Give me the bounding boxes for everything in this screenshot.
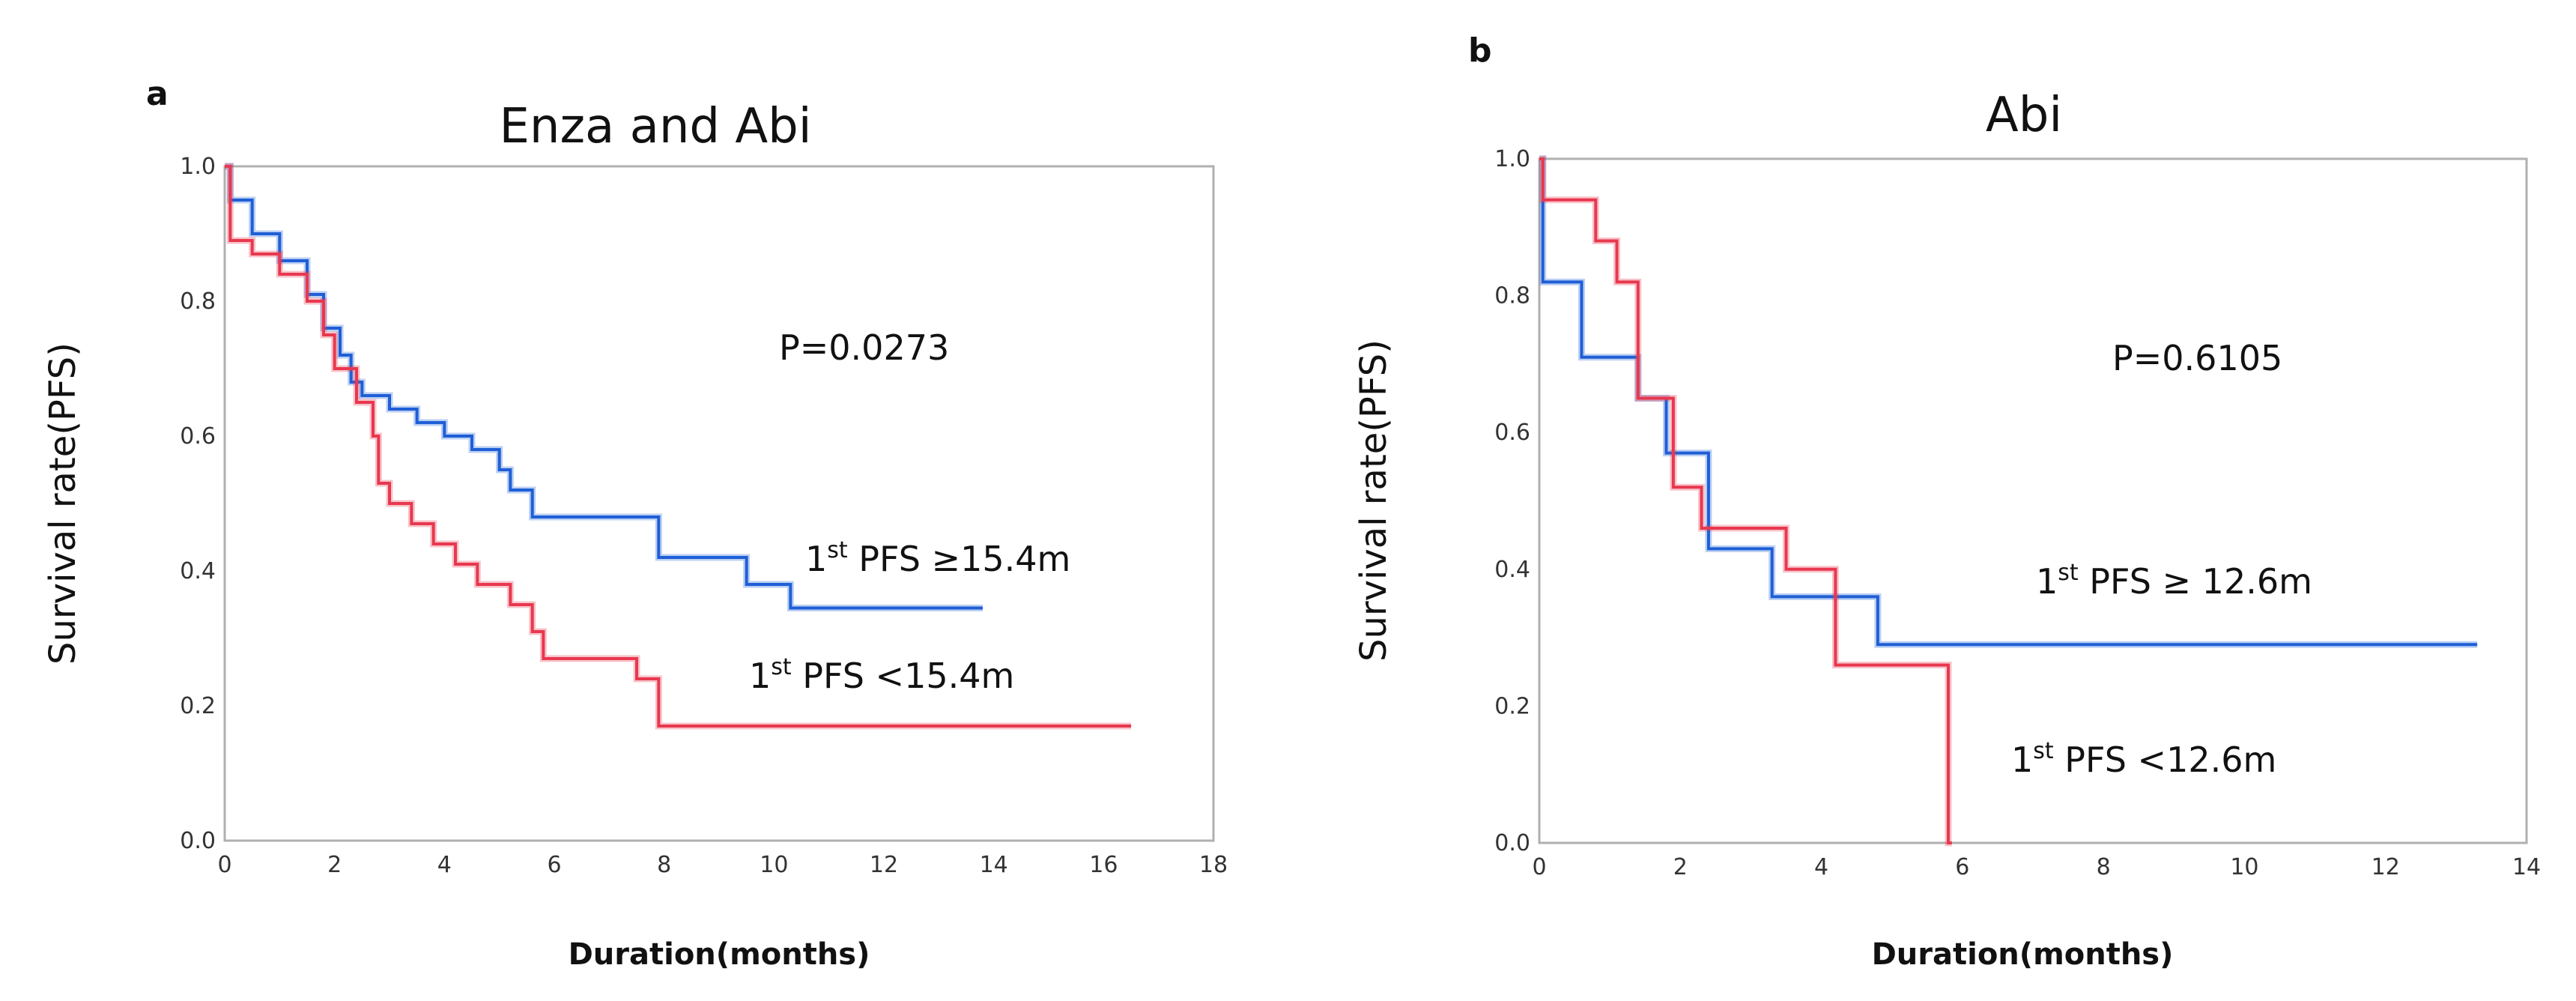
x-tick-label: 8 bbox=[657, 852, 671, 878]
survival-curve-halo-1 bbox=[225, 163, 1131, 730]
legend-num: 1 bbox=[2011, 740, 2033, 780]
panel-b-legend-low: 1st PFS <12.6m bbox=[2011, 738, 2276, 780]
panel-b-p-value: P=0.6105 bbox=[2112, 338, 2282, 378]
x-tick-label: 2 bbox=[1673, 854, 1688, 880]
legend-text: PFS <15.4m bbox=[792, 656, 1015, 696]
panel-b-ticks: 0 2 4 6 8 10 12 14 0.0 0.2 0.4 0.6 0.8 1.0 bbox=[1494, 146, 2541, 880]
x-tick-label: 10 bbox=[760, 852, 788, 878]
y-tick-label: 0.8 bbox=[1494, 283, 1530, 309]
y-tick-label: 0.2 bbox=[1494, 693, 1530, 719]
x-tick-label: 18 bbox=[1199, 852, 1228, 878]
legend-text: PFS <12.6m bbox=[2054, 740, 2277, 780]
panel-a-legend-low: 1st PFS <15.4m bbox=[749, 654, 1014, 696]
y-tick-label: 0.0 bbox=[1494, 830, 1530, 856]
x-tick-label: 8 bbox=[2097, 854, 2111, 880]
y-tick-label: 0.0 bbox=[180, 828, 216, 854]
x-tick-label: 12 bbox=[2372, 854, 2400, 880]
legend-sup: st bbox=[2033, 738, 2054, 764]
panel-a-plot-frame bbox=[223, 165, 1215, 842]
survival-curve-halo-0 bbox=[1539, 155, 2478, 648]
x-tick-label: 0 bbox=[217, 852, 231, 878]
x-tick-label: 0 bbox=[1532, 854, 1546, 880]
legend-num: 1 bbox=[805, 539, 827, 579]
x-tick-label: 16 bbox=[1089, 852, 1118, 878]
y-tick-label: 0.8 bbox=[180, 288, 216, 315]
panel-a-xlabel: Duration(months) bbox=[569, 937, 870, 972]
survival-curve-1 bbox=[1539, 157, 1952, 844]
panel-b: b Abi Survival rate(PFS) Duration(months… bbox=[1353, 31, 2541, 972]
y-tick-label: 0.6 bbox=[1494, 420, 1530, 446]
y-tick-label: 1.0 bbox=[1494, 146, 1530, 172]
legend-sup: st bbox=[2058, 560, 2079, 586]
panel-a-title: Enza and Abi bbox=[499, 99, 811, 154]
panel-b-label: b bbox=[1468, 31, 1492, 70]
x-tick-label: 4 bbox=[1814, 854, 1828, 880]
legend-sup: st bbox=[771, 654, 792, 680]
panel-b-ylabel: Survival rate(PFS) bbox=[1353, 339, 1395, 662]
survival-curve-0 bbox=[1539, 157, 2478, 647]
y-tick-label: 0.6 bbox=[180, 423, 216, 450]
legend-num: 1 bbox=[2036, 561, 2058, 602]
survival-curve-halo-1 bbox=[1539, 155, 1952, 847]
x-tick-label: 12 bbox=[870, 852, 898, 878]
x-tick-label: 10 bbox=[2230, 854, 2258, 880]
y-tick-label: 1.0 bbox=[180, 154, 216, 180]
legend-text: PFS ≥ 12.6m bbox=[2079, 561, 2312, 602]
x-tick-label: 14 bbox=[980, 852, 1008, 878]
x-tick-label: 4 bbox=[437, 852, 452, 878]
legend-text: PFS ≥15.4m bbox=[848, 539, 1071, 579]
y-tick-label: 0.4 bbox=[180, 558, 216, 584]
panel-a-label: a bbox=[146, 75, 169, 113]
panel-a-ticks: 0 2 4 6 8 10 12 14 16 18 0.0 0.2 0.4 0.6 0.8 1.0 bbox=[180, 154, 1228, 878]
x-tick-label: 2 bbox=[327, 852, 342, 878]
x-tick-label: 6 bbox=[547, 852, 561, 878]
survival-curve-1 bbox=[225, 165, 1131, 728]
x-tick-label: 14 bbox=[2512, 854, 2541, 880]
panel-b-series bbox=[1539, 155, 2478, 847]
panel-b-title: Abi bbox=[1986, 88, 2062, 143]
panel-a-ylabel: Survival rate(PFS) bbox=[42, 342, 84, 665]
legend-sup: st bbox=[827, 537, 848, 563]
panel-b-legend-high: 1st PFS ≥ 12.6m bbox=[2036, 560, 2312, 602]
y-tick-label: 0.2 bbox=[180, 693, 216, 719]
panel-b-xlabel: Duration(months) bbox=[1872, 937, 2174, 972]
panel-a: a Enza and Abi Survival rate(PFS) Durati… bbox=[42, 75, 1228, 972]
legend-num: 1 bbox=[749, 656, 771, 696]
panel-b-plot-frame bbox=[1538, 157, 2528, 844]
y-tick-label: 0.4 bbox=[1494, 557, 1530, 583]
panel-a-p-value: P=0.0273 bbox=[779, 327, 949, 368]
survival-curve-0 bbox=[225, 165, 983, 610]
x-tick-label: 6 bbox=[1955, 854, 1969, 880]
panel-a-series bbox=[225, 163, 1131, 730]
panel-a-legend-high: 1st PFS ≥15.4m bbox=[805, 537, 1070, 579]
